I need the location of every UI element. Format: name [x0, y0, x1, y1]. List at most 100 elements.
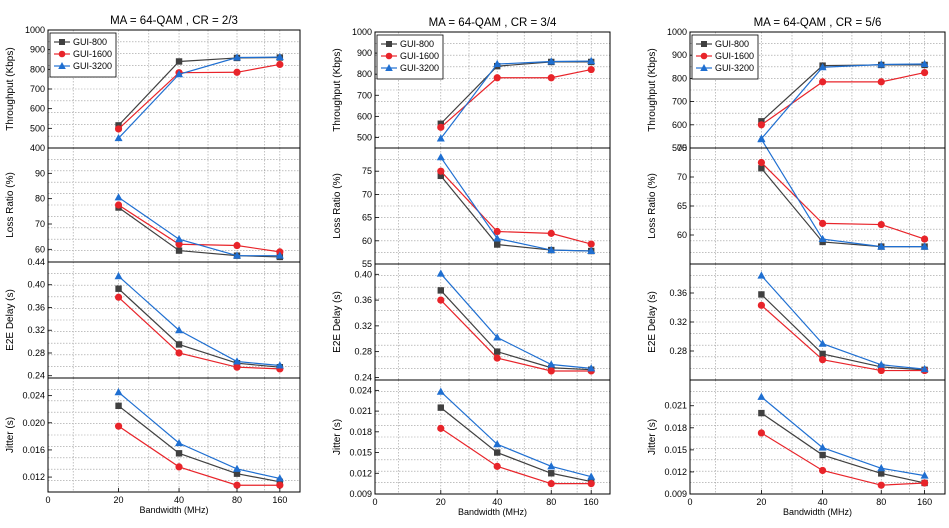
- series-line-gui-800: [440, 407, 592, 483]
- series-line-gui-800: [760, 294, 925, 371]
- x-tick-label: 0: [45, 495, 50, 505]
- data-point-gui-1600: [114, 293, 123, 301]
- chart-title: MA = 64-QAM , CR = 3/4: [429, 17, 557, 29]
- y-tick-label: 500: [357, 132, 372, 142]
- series-line-gui-3200: [118, 56, 280, 139]
- data-point-gui-3200: [493, 234, 502, 242]
- data-point-gui-800: [878, 470, 885, 477]
- x-tick-label: 40: [492, 497, 502, 507]
- y-tick-label: 700: [30, 84, 45, 94]
- x-tick-label: 20: [436, 497, 446, 507]
- data-point-gui-1600: [114, 125, 123, 133]
- data-point-gui-3200: [587, 246, 596, 255]
- series-line-gui-3200: [760, 138, 925, 248]
- data-point-gui-1600: [437, 167, 445, 175]
- y-tick-label: 1000: [667, 27, 687, 37]
- panel-2: 60 70 80 90 Loss Ratio (%): [5, 147, 301, 263]
- data-point-gui-1600: [819, 78, 827, 86]
- y-tick-label: 0.36: [669, 288, 687, 298]
- y-tick-label: 0.36: [27, 302, 45, 312]
- y-tick-label: 700: [672, 97, 687, 107]
- data-point-gui-1600: [921, 479, 929, 487]
- series-line-gui-800: [440, 290, 592, 371]
- x-tick-label: 40: [818, 497, 828, 507]
- data-point-gui-3200: [175, 326, 184, 334]
- data-point-gui-3200: [175, 438, 184, 447]
- y-tick-label: 55: [362, 259, 372, 269]
- x-tick-label: 80: [876, 497, 886, 507]
- data-point-gui-1600: [175, 349, 183, 357]
- legend-label: GUI-1600: [400, 51, 439, 61]
- data-point-gui-800: [175, 450, 183, 457]
- y-tick-label: 600: [30, 104, 45, 114]
- data-point-gui-1600: [493, 462, 501, 470]
- series-line-gui-1600: [440, 68, 592, 128]
- y-tick-label: 0.24: [27, 371, 45, 381]
- panel-4: 0.009 0.012 0.015 0.018 0.021 Jitter (s): [647, 379, 946, 499]
- data-point-gui-1600: [437, 123, 445, 131]
- x-axis-label: Bandwidth (MHz): [139, 505, 208, 515]
- data-point-gui-800: [437, 172, 444, 180]
- series-line-gui-1600: [118, 425, 280, 486]
- panel-3: 0.24 0.28 0.32 0.36 0.40 E2E Delay (s): [332, 263, 611, 382]
- data-point-gui-3200: [233, 464, 241, 472]
- series-line-gui-800: [118, 56, 280, 126]
- legend-label: GUI-800: [715, 39, 749, 49]
- legend-label: GUI-800: [400, 39, 434, 49]
- y-tick-label: 70: [677, 172, 687, 182]
- y-tick-label: 60: [35, 244, 45, 254]
- series-line-gui-1600: [118, 63, 280, 130]
- data-point-gui-1600: [757, 121, 766, 129]
- y-tick-label: 0.32: [669, 317, 687, 327]
- data-point-gui-3200: [275, 361, 284, 369]
- data-point-gui-800: [175, 247, 183, 254]
- series-line-gui-3200: [118, 391, 280, 480]
- y-tick-label: 0.40: [27, 280, 45, 290]
- series-line-gui-3200: [440, 391, 592, 478]
- y-axis-label: Jitter (s): [5, 417, 16, 453]
- data-point-gui-1600: [921, 235, 929, 243]
- y-tick-label: 0.012: [349, 468, 372, 478]
- data-point-gui-800: [437, 287, 444, 294]
- legend: GUI-800 GUI-1600 GUI-3200: [691, 34, 759, 80]
- data-point-gui-1600: [437, 424, 445, 432]
- data-point-gui-1600: [547, 74, 555, 82]
- y-tick-label: 0.012: [664, 467, 687, 477]
- data-point-gui-3200: [877, 60, 886, 68]
- y-tick-label: 0.015: [664, 445, 687, 455]
- data-point-gui-1600: [175, 463, 183, 471]
- y-tick-label: 0.024: [22, 391, 45, 401]
- y-tick-label: 500: [672, 143, 687, 153]
- data-point-gui-3200: [877, 242, 886, 250]
- data-point-gui-3200: [757, 271, 766, 279]
- data-point-gui-3200: [114, 193, 123, 201]
- data-point-gui-3200: [757, 392, 766, 400]
- y-tick-label: 600: [357, 111, 372, 121]
- panel-frame: [374, 379, 611, 495]
- chart-1: MA = 64-QAM , CR = 2/3400500600700800900…: [5, 15, 301, 515]
- data-point-gui-3200: [436, 153, 445, 161]
- legend: GUI-800 GUI-1600 GUI-3200: [49, 32, 117, 78]
- chart-title: MA = 64-QAM , CR = 5/6: [754, 17, 882, 29]
- series-line-gui-3200: [440, 60, 592, 139]
- legend-label: GUI-3200: [73, 61, 112, 71]
- y-tick-label: 75: [362, 166, 372, 176]
- y-tick-label: 800: [357, 69, 372, 79]
- y-tick-label: 0.24: [354, 372, 372, 382]
- legend-marker: [385, 64, 393, 71]
- y-tick-label: 800: [672, 73, 687, 83]
- data-point-gui-3200: [275, 52, 284, 61]
- x-tick-label: 20: [756, 497, 766, 507]
- data-point-gui-1600: [819, 219, 827, 227]
- data-point-gui-3200: [757, 135, 766, 143]
- y-tick-label: 65: [677, 201, 687, 211]
- chart-title: MA = 64-QAM , CR = 2/3: [110, 15, 238, 27]
- data-point-gui-3200: [493, 333, 502, 341]
- data-point-gui-3200: [920, 471, 929, 479]
- y-axis-label: E2E Delay (s): [647, 291, 658, 353]
- series-line-gui-800: [440, 61, 592, 125]
- data-point-gui-1600: [877, 220, 885, 229]
- panel-4: 0.009 0.012 0.015 0.018 0.021 0.024 Jitter (s): [332, 379, 611, 499]
- data-point-gui-3200: [436, 269, 445, 277]
